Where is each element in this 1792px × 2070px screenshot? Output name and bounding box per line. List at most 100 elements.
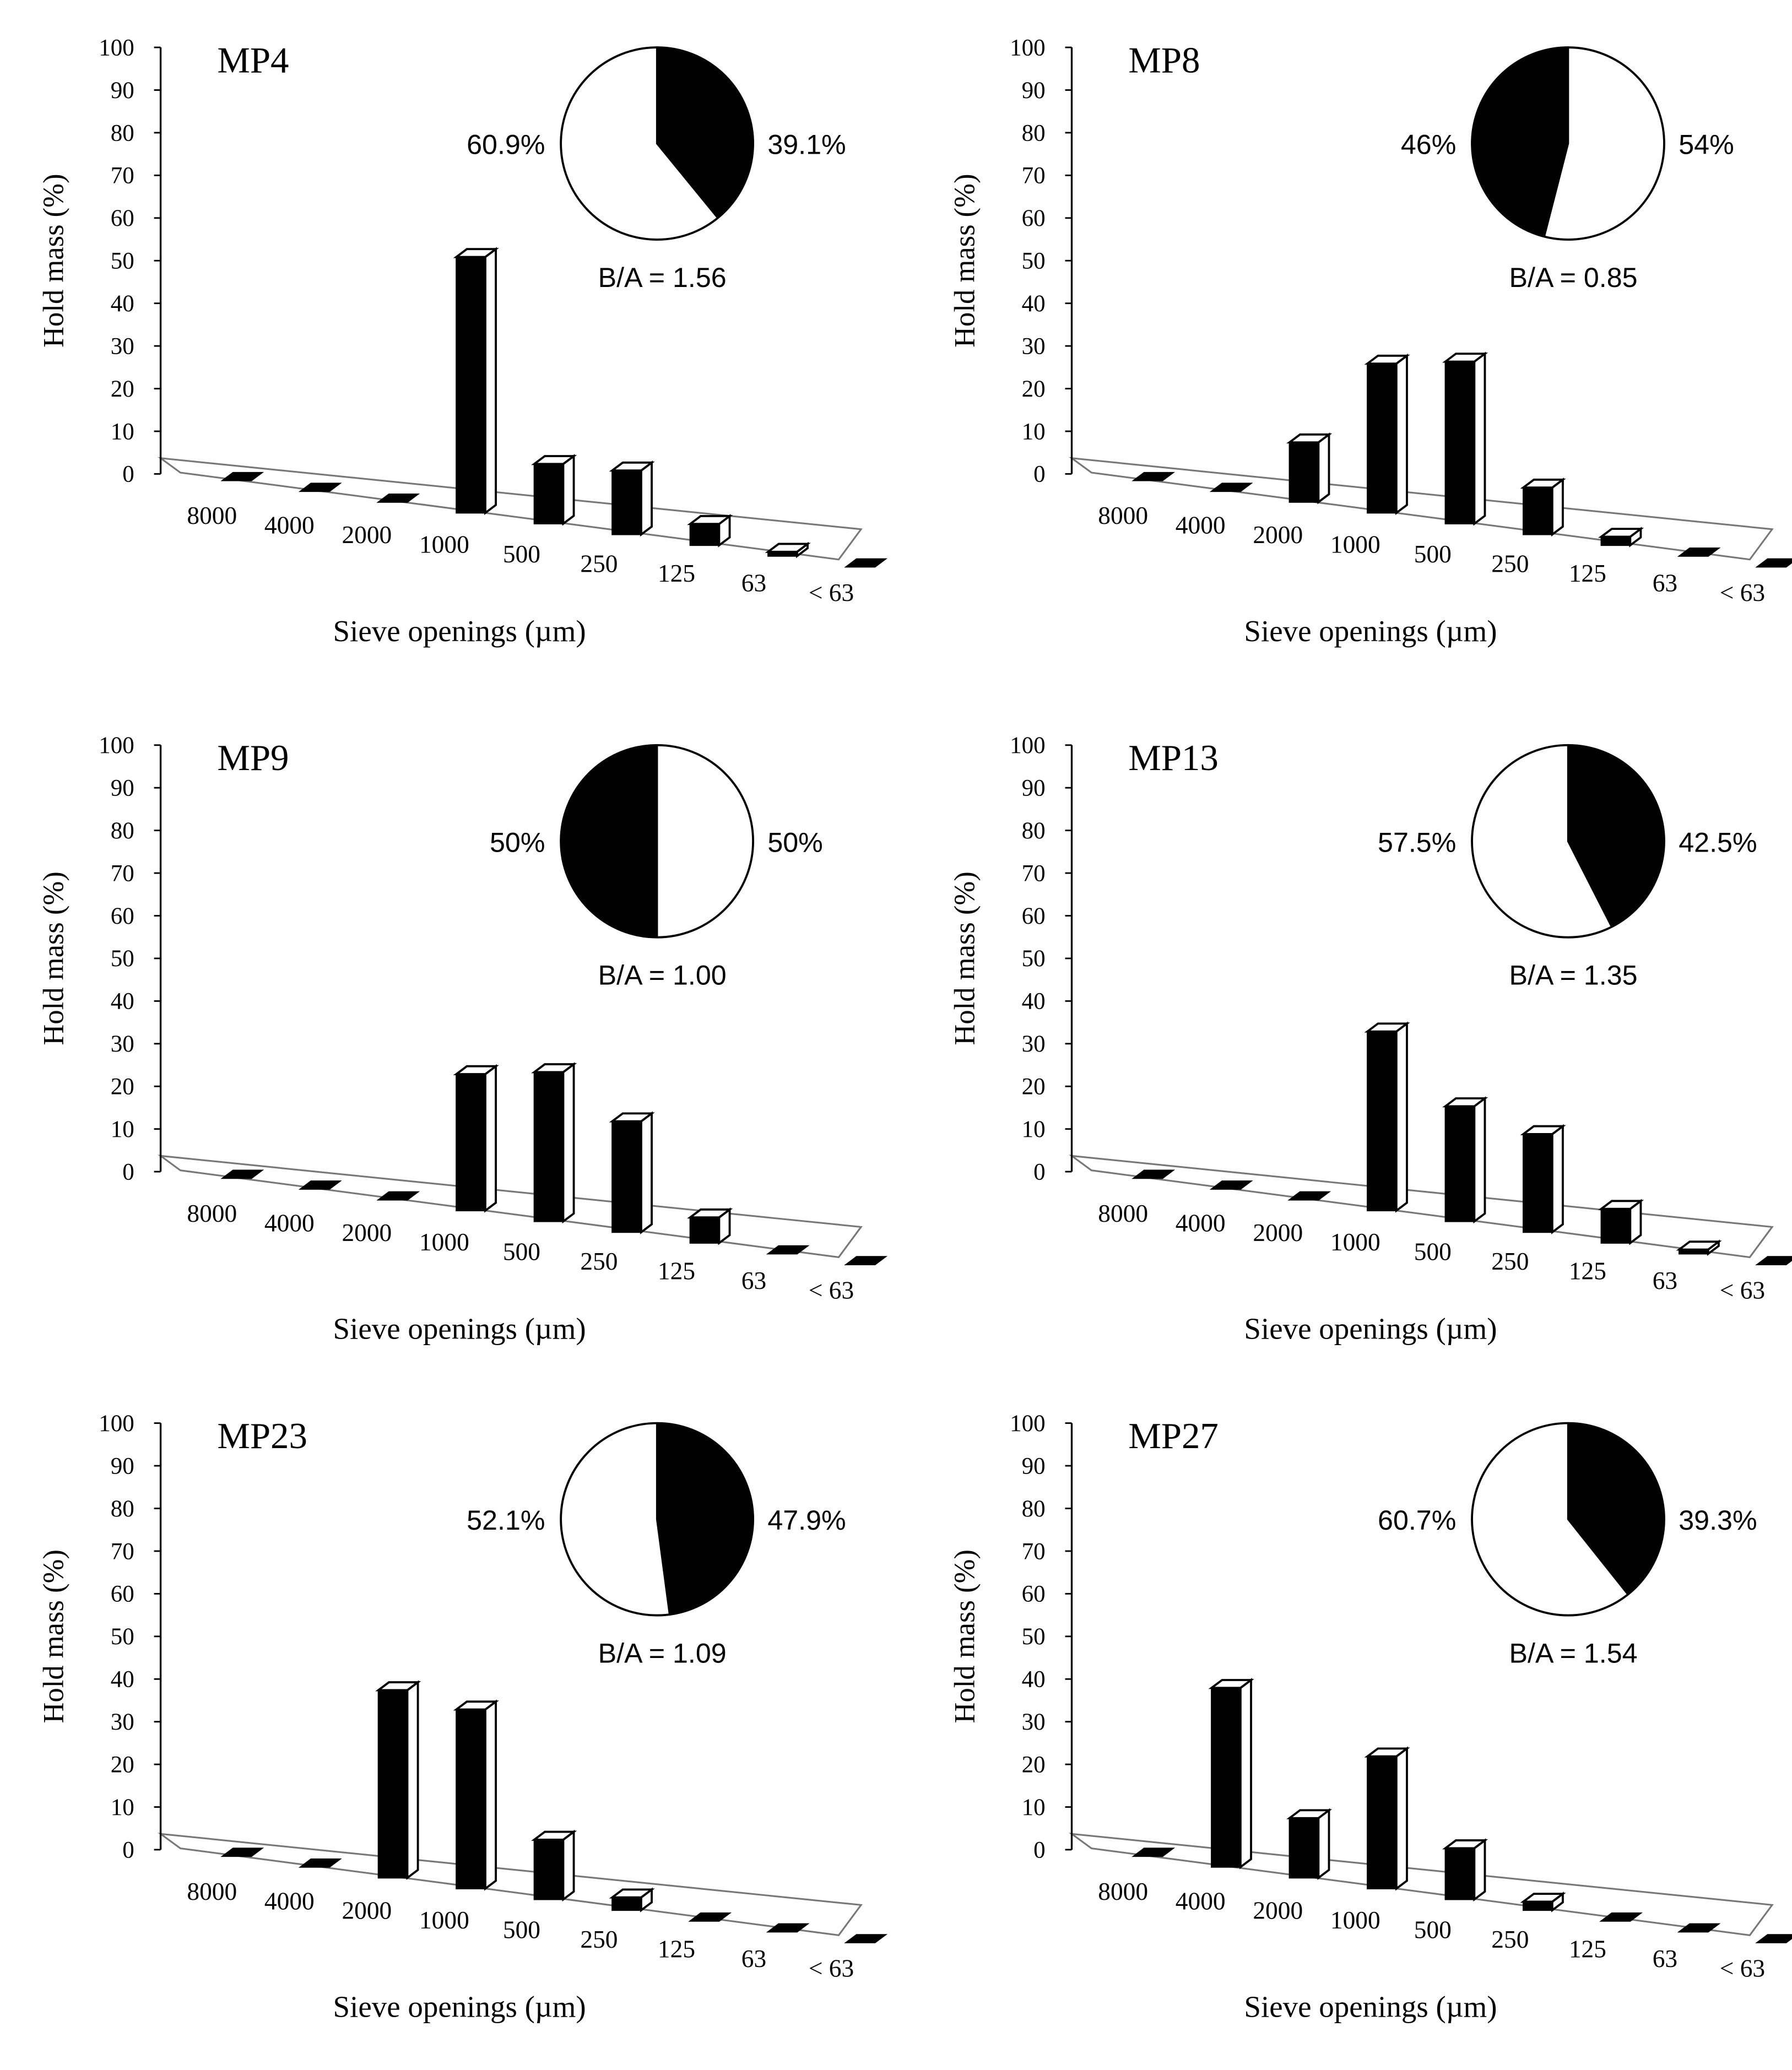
bar-7 (765, 541, 811, 559)
y-tick-label: 90 (1022, 776, 1046, 801)
bar-7 (766, 1245, 810, 1255)
bar-top (1520, 478, 1566, 489)
bar-side (1473, 351, 1486, 526)
bar-front (611, 469, 642, 535)
y-tick-label: 70 (1022, 163, 1046, 189)
y-tick-label: 60 (111, 903, 134, 929)
bar-front (689, 1216, 720, 1244)
bar-front (1367, 1755, 1398, 1889)
bar-zero-marker (1209, 1180, 1253, 1190)
x-tick-label: 250 (1491, 1926, 1529, 1953)
bar-top (609, 1112, 655, 1123)
bar-zero-marker (1755, 1934, 1792, 1943)
y-tick-label: 70 (111, 860, 134, 886)
bar-zero-marker (1131, 1847, 1176, 1857)
bar-top (609, 461, 655, 472)
x-tick-label: 63 (1653, 569, 1677, 597)
pie-label-right: 54% (1679, 129, 1734, 160)
bar-7 (766, 1923, 810, 1933)
x-tick-label: 125 (658, 560, 695, 587)
y-tick-label: 80 (111, 818, 134, 844)
bar-3 (453, 1699, 499, 1891)
bar-1 (298, 483, 342, 492)
y-axis-label: Hold mass (%) (38, 871, 70, 1045)
x-tick-label: 4000 (1176, 1887, 1226, 1915)
bar-front (456, 256, 486, 514)
y-tick-label: 30 (1022, 333, 1046, 359)
y-tick-label: 20 (111, 1752, 134, 1778)
y-tick-label: 10 (111, 1795, 134, 1820)
pie-ratio-label: B/A = 1.00 (598, 960, 727, 991)
bar-front (1367, 362, 1398, 514)
bar-side (1551, 477, 1564, 537)
bar-zero-marker (298, 483, 342, 492)
bar-top (1364, 1747, 1410, 1758)
chart-title: MP27 (1128, 1416, 1219, 1456)
bar-7 (1677, 548, 1721, 557)
bar-2 (376, 1191, 420, 1201)
y-axis-label: Hold mass (%) (949, 1549, 981, 1723)
x-axis-label: Sieve openings (µm) (1244, 1312, 1497, 1346)
y-tick-label: 40 (111, 1667, 134, 1693)
x-tick-label: 1000 (1330, 531, 1380, 559)
y-tick-label: 100 (99, 1411, 134, 1437)
y-tick-label: 60 (1022, 205, 1046, 231)
x-tick-label: 250 (580, 550, 618, 577)
x-tick-label: 8000 (1098, 1878, 1148, 1905)
pie-slice-0 (656, 1422, 754, 1616)
bar-side (1473, 1096, 1486, 1224)
pie-label-right: 42.5% (1679, 827, 1757, 858)
bar-zero-marker (220, 1169, 264, 1179)
bar-2 (376, 494, 420, 503)
bar-4 (531, 1062, 577, 1224)
y-tick-label: 90 (111, 78, 134, 104)
y-tick-label: 80 (1022, 1496, 1046, 1522)
bar-0 (220, 472, 264, 481)
pie-ratio-label: B/A = 0.85 (1509, 262, 1638, 293)
y-tick-label: 100 (1010, 35, 1046, 61)
bar-side (1317, 1808, 1330, 1880)
bar-front (1288, 1817, 1319, 1879)
bar-front (377, 1689, 408, 1879)
bar-8 (844, 1934, 888, 1943)
bar-8 (844, 558, 888, 568)
bar-front (611, 1120, 642, 1233)
x-tick-label: 63 (1653, 1267, 1677, 1294)
bar-front (1600, 1208, 1631, 1244)
bar-zero-marker (376, 494, 420, 503)
x-tick-label: 63 (741, 1945, 766, 1973)
x-tick-label: 500 (1414, 1916, 1452, 1944)
bar-8 (1755, 558, 1792, 568)
x-tick-label: 250 (580, 1926, 618, 1953)
y-tick-label: 20 (1022, 1752, 1046, 1778)
pie-chart (560, 46, 754, 241)
x-tick-label: 125 (1569, 1258, 1606, 1285)
bar-6 (1599, 1912, 1643, 1922)
bar-7 (1677, 1923, 1721, 1933)
bar-side (562, 454, 575, 526)
bar-top (1520, 1125, 1566, 1135)
bar-top (1598, 528, 1644, 538)
bar-zero-marker (1287, 1191, 1331, 1201)
pie-label-right: 50% (767, 827, 822, 858)
y-tick-label: 80 (1022, 818, 1046, 844)
y-tick-label: 100 (1010, 733, 1046, 758)
x-tick-label: < 63 (809, 579, 854, 606)
bar-0 (220, 1847, 264, 1857)
x-tick-label: 125 (658, 1936, 695, 1963)
bar-8 (1755, 1256, 1792, 1266)
bar-side (640, 460, 653, 537)
bar-zero-marker (1131, 472, 1176, 481)
bar-front (456, 1709, 486, 1889)
y-tick-label: 0 (1033, 1837, 1046, 1863)
y-tick-label: 80 (1022, 120, 1046, 146)
bar-side (1473, 1838, 1486, 1902)
x-tick-label: 250 (1491, 550, 1529, 577)
pie-slice-0 (656, 744, 754, 939)
x-tick-label: < 63 (1720, 1954, 1765, 1982)
bar-6 (687, 514, 733, 548)
bar-zero-marker (1131, 1169, 1176, 1179)
y-tick-label: 60 (111, 1581, 134, 1607)
x-tick-label: 8000 (187, 502, 237, 529)
